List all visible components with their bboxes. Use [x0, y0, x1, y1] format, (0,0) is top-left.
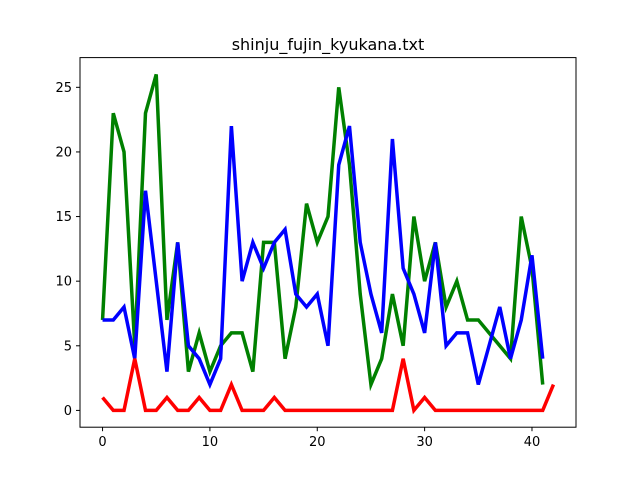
y-tick-label: 20	[55, 145, 72, 160]
y-tick-label: 25	[55, 81, 72, 96]
x-tick-label: 30	[416, 435, 433, 450]
y-tick-label: 15	[55, 210, 72, 225]
x-tick-label: 20	[309, 435, 326, 450]
x-tick-label: 0	[98, 435, 106, 450]
y-tick-label: 5	[64, 339, 72, 354]
x-tick-label: 40	[524, 435, 541, 450]
series-line-3	[101, 358, 556, 415]
series-line-2	[102, 125, 545, 390]
y-tick-label: 10	[55, 275, 72, 290]
chart-title: shinju_fujin_kyukana.txt	[232, 35, 425, 55]
x-tick-label: 10	[202, 435, 219, 450]
y-tick-label: 0	[64, 404, 72, 419]
axis-layer: 0 10 20 30 40 0 5 10 15 20 25	[55, 81, 540, 450]
series-layer	[100, 73, 556, 415]
plot-area-frame	[79, 57, 577, 428]
